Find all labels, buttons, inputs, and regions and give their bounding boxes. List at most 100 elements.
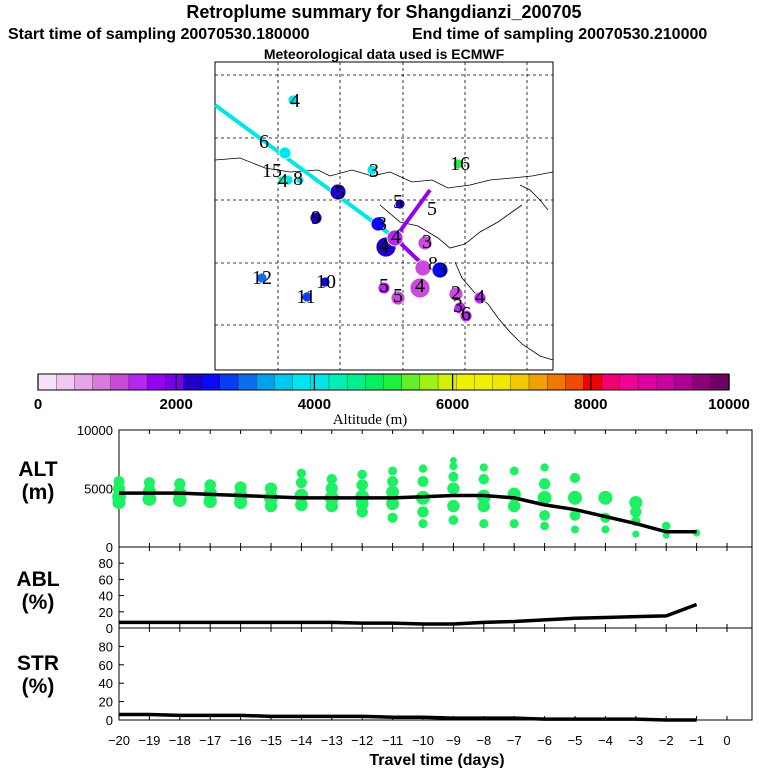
plume-marker-label: 4 [290,90,300,112]
str-series-line [119,712,697,722]
colorbar-tick-label: 4000 [298,396,331,413]
plume-marker [277,175,287,185]
alt-scatter-point [296,468,307,478]
alt-scatter-point [477,499,491,513]
alt-scatter-point [143,477,155,489]
alt-scatter-point [387,512,398,523]
colorbar-swatch [310,373,330,391]
plume-marker-label: 5 [379,275,389,297]
plume-marker [394,198,406,210]
map-grid [215,62,553,370]
plume-marker [295,175,305,185]
colorbar-swatch [492,373,512,391]
plume-marker-label: 3 [377,213,387,235]
alt-scatter-point [538,478,551,490]
plume-marker-label: 3 [437,259,447,281]
plume-marker-label: 15 [262,160,282,182]
colorbar-swatch [274,373,294,391]
alt-ytick-label: 0 [106,540,113,555]
plume-marker-label: 3 [369,160,379,182]
plume-marker-label: 6 [259,131,269,153]
xtick-label: −2 [659,733,674,748]
abl-series-line [119,602,698,626]
alt-scatter-point [662,531,670,539]
xtick-label: 0 [723,733,730,748]
plume-marker [309,211,323,225]
alt-series-line [119,491,697,534]
alt-scatter-point [449,456,457,464]
colorbar-swatch [474,373,494,391]
start-time: Start time of sampling 20070530.180000 [8,26,310,43]
alt-scatter-point [447,499,460,513]
colorbar-swatch [346,373,366,391]
plume-marker [390,290,406,306]
colorbar-swatch [656,373,676,391]
alt-scatter-point [113,476,125,487]
alt-scatter-point [174,478,186,490]
alt-scatter-point [598,490,613,505]
plume-marker-label: 5 [393,285,403,307]
alt-scatter-point [449,462,458,471]
alt-scatter-point [630,506,642,518]
alt-scatter-point [479,519,489,529]
colorbar-swatch [601,373,621,391]
colorbar-swatch [292,373,312,391]
plume-marker [473,291,487,305]
colorbar-swatch [219,373,239,391]
colorbar-swatch [256,373,276,391]
colorbar-swatch [456,373,476,391]
alt-scatter-point [571,525,579,534]
colorbar-swatch [183,373,203,391]
met-data: Meteorological data used is ECMWF [263,46,505,62]
alt-scatter-point [417,476,429,487]
alt-panel: 10000 5000 0 [77,423,753,555]
alt-scatter-point [388,466,398,476]
str-ytick-label: 80 [99,639,113,654]
plume-marker [452,158,464,170]
xtick-label: −6 [537,733,552,748]
xtick-label: −9 [446,733,461,748]
plume-marker-label: 9 [311,207,321,229]
alt-scatter-point [568,490,582,505]
abl-ytick-label: 40 [99,589,113,604]
colorbar-tick-label: 0 [34,396,42,413]
colorbar-swatch [165,373,185,391]
colorbar-swatch [110,373,130,391]
colorbar: 0 2000 4000 6000 8000 10000 [34,373,750,413]
plume-line-cyan [213,103,397,240]
alt-scatter-point [540,463,549,472]
chart-title: Retroplume summary for Shangdianzi_20070… [186,2,582,22]
alt-scatter-point [356,479,368,491]
xtick-label: −7 [507,733,522,748]
xtick-label: −12 [351,733,373,748]
alt-scatter-point [417,506,429,518]
xtick-label: −8 [476,733,491,748]
x-axis-label: Travel time (days) [369,752,504,768]
abl-ytick-label: 20 [99,605,113,620]
plume-marker [329,183,347,201]
alt-scatter-point [661,521,671,531]
abl-panel-label: ABL (%) [16,568,60,614]
str-panel-frame [118,627,753,721]
plume-marker [287,94,299,106]
xtick-label: −13 [321,733,343,748]
colorbar-tick-label: 8000 [574,396,607,413]
plume-marker [319,276,331,288]
plume-marker-label: 10 [316,271,336,293]
plume-marker-label: 3 [422,231,432,253]
plume-marker [409,277,431,299]
plume-marker-label: 3 [453,295,463,317]
colorbar-swatch [637,373,657,391]
plume-marker [386,229,404,247]
colorbar-swatch [201,373,221,391]
colorbar-swatch [692,373,712,391]
colorbar-swatch [528,373,548,391]
plume-marker [301,291,313,303]
xtick-label: −14 [290,733,312,748]
colorbar-tick-label: 2000 [160,396,193,413]
plume-marker-label: 8 [428,253,438,275]
plume-marker [278,146,292,160]
plume-marker-label: 4 [415,275,425,297]
